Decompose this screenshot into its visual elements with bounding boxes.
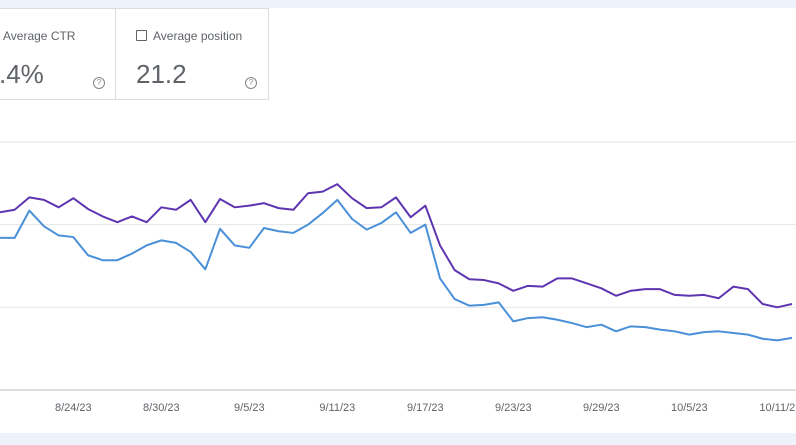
x-tick-label: 10/5/23 — [671, 402, 708, 414]
x-tick-label: 9/23/23 — [495, 402, 532, 414]
metric-card[interactable]: Average CTR .4% ? — [0, 8, 116, 100]
metric-value: .4% — [0, 59, 44, 89]
x-tick-label: 9/29/23 — [583, 402, 620, 414]
metric-label: Average position — [153, 29, 243, 43]
metric-card[interactable]: Average position 21.2 ? — [115, 8, 269, 100]
metric-label: Average CTR — [3, 29, 76, 43]
bottom-bar — [0, 433, 796, 445]
x-tick-label: 8/30/23 — [143, 402, 180, 414]
checkbox[interactable] — [136, 30, 147, 41]
x-tick-label: 9/17/23 — [407, 402, 444, 414]
help-icon[interactable]: ? — [245, 77, 257, 89]
x-tick-label: 9/5/23 — [234, 402, 265, 414]
x-tick-label: 8/24/23 — [55, 402, 92, 414]
series-line — [0, 183, 793, 309]
series-line — [0, 198, 793, 342]
x-tick-label: 10/11/2 — [759, 402, 795, 414]
x-tick-label: 9/11/23 — [319, 402, 355, 414]
help-icon[interactable]: ? — [93, 77, 105, 89]
metric-value: 21.2 — [136, 59, 187, 89]
top-bar — [0, 0, 796, 8]
